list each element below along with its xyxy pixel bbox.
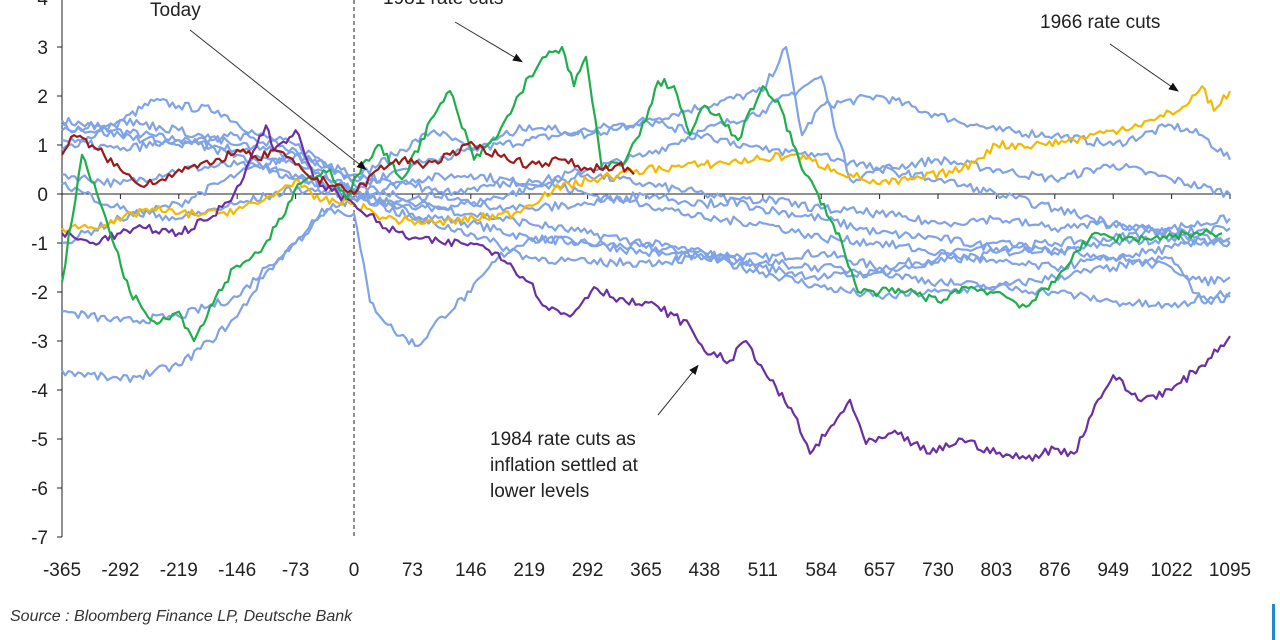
annotation-label: 1981 rate cuts [383,0,503,9]
series-line-other-5 [61,195,1231,383]
annotation-label: Today [150,0,201,21]
x-tick-label: 1095 [1209,560,1251,581]
x-tick-label: 511 [748,560,778,581]
x-tick-label: -292 [101,560,139,581]
source-note: Source : Bloomberg Finance LP, Deutsche … [10,608,353,625]
y-tick-label: -1 [31,234,48,255]
x-tick-label: 219 [513,560,545,581]
annotation-arrow [1109,43,1179,92]
annotation-label: lower levels [490,481,589,502]
x-tick-label: -365 [43,560,81,581]
series-line-1966 [61,85,1232,233]
y-tick-label: -6 [31,479,48,500]
y-tick-label: 4 [37,0,48,10]
x-tick-label: 657 [864,560,896,581]
x-tick-label: -73 [282,560,309,581]
x-tick-label: 876 [1039,560,1071,581]
series-line-other-0 [61,116,1231,272]
x-tick-label: 73 [402,560,423,581]
annotation-arrow [657,364,699,416]
line-chart: -7 -6 -5 -4 -3 -2 -1 0 1 2 3 4 -365 -292 -219 -146 -73 0 7… [31,0,1251,581]
series-line-other-6 [61,122,1231,272]
y-tick-label: -3 [31,332,48,353]
y-tick-label: -7 [31,528,48,549]
series-line-other-1 [61,45,1232,183]
x-tick-label: 949 [1097,560,1129,581]
series-line-other-8 [61,181,1231,309]
x-tick-label: 1022 [1150,560,1192,581]
annotation-label: 1966 rate cuts [1040,12,1160,33]
x-tick-label: 438 [689,560,721,581]
series-line-1981 [60,45,1223,343]
y-tick-label: 0 [37,185,48,206]
y-tick-label: -4 [31,381,48,402]
x-tick-label: 584 [805,560,837,581]
y-tick-label: 3 [37,38,48,59]
series-line-today [61,134,635,196]
annotation-label: 1984 rate cuts as [490,429,636,450]
annotation-arrow [454,21,523,63]
page-edge-bar [1272,604,1275,640]
y-tick-label: -5 [31,430,48,451]
x-tick-label: 292 [572,560,604,581]
series-line-other-3 [61,153,1231,253]
x-tick-label: 730 [922,560,954,581]
x-tick-label: -146 [218,560,256,581]
y-tick-label: -2 [31,283,48,304]
x-tick-label: -219 [160,560,198,581]
series-line-1984 [61,124,1231,462]
x-tick-label: 146 [455,560,487,581]
x-tick-label: 0 [349,560,360,581]
y-tick-label: 1 [37,136,48,157]
x-tick-label: 365 [630,560,662,581]
annotation-arrow [189,29,367,171]
x-tick-label: 803 [981,560,1013,581]
annotation-label: inflation settled at [490,455,639,476]
y-tick-label: 2 [37,87,48,108]
